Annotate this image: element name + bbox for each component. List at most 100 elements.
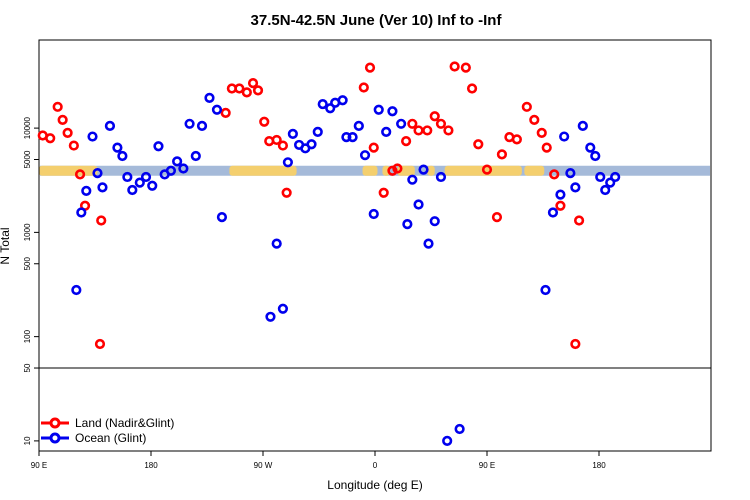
data-point <box>521 101 532 112</box>
data-point <box>57 114 68 125</box>
data-point <box>122 171 133 183</box>
data-point <box>368 208 379 220</box>
data-point <box>265 311 276 322</box>
y-tick-label: 50 <box>23 363 32 372</box>
data-point <box>442 435 453 446</box>
data-point <box>306 139 317 150</box>
data-point <box>381 126 392 137</box>
data-point <box>96 215 107 226</box>
land-strip-segment <box>229 165 297 176</box>
data-point <box>325 103 336 114</box>
data-point <box>496 149 508 160</box>
data-point <box>271 134 282 146</box>
data-point <box>76 207 87 218</box>
legend-ocean-label: Ocean (Glint) <box>75 431 146 445</box>
data-point <box>127 184 138 196</box>
data-point <box>117 150 128 162</box>
data-point <box>529 114 540 125</box>
data-point <box>605 177 616 188</box>
data-point <box>402 219 413 230</box>
data-point <box>466 83 478 94</box>
plot-frame <box>38 39 712 452</box>
y-tick-label: 500 <box>23 257 32 271</box>
data-point <box>282 157 293 168</box>
x-tick-label: 0 <box>373 461 378 470</box>
data-point <box>429 216 440 227</box>
data-point <box>234 83 245 94</box>
x-tick-label: 180 <box>592 461 606 470</box>
data-point <box>387 165 398 176</box>
data-point <box>204 92 215 103</box>
data-point <box>396 118 407 129</box>
data-point <box>373 104 384 115</box>
data-point <box>435 118 447 129</box>
data-point <box>610 171 621 183</box>
data-point <box>259 116 270 127</box>
data-point <box>443 125 454 136</box>
data-point <box>407 174 418 185</box>
data-point <box>172 156 183 167</box>
legend-land-marker <box>49 417 61 429</box>
data-point <box>423 238 434 249</box>
data-point <box>92 168 103 179</box>
data-point <box>541 142 552 153</box>
data-point <box>178 163 189 174</box>
data-point <box>511 134 522 145</box>
data-point <box>45 133 56 144</box>
data-point <box>368 142 379 153</box>
data-point <box>112 142 123 153</box>
y-tick-label: 100 <box>23 329 32 343</box>
x-tick-label: 90 E <box>479 461 495 470</box>
data-point <box>555 189 566 200</box>
x-axis-label: Longitude (deg E) <box>327 478 422 492</box>
data-point <box>570 182 581 193</box>
land-ocean-strip <box>39 165 710 176</box>
data-point <box>184 118 195 129</box>
data-points <box>37 61 621 446</box>
data-point <box>378 187 389 198</box>
data-point <box>153 141 164 152</box>
data-point <box>68 140 79 151</box>
data-point <box>565 168 576 179</box>
data-point <box>570 338 581 350</box>
data-point <box>460 62 471 73</box>
data-point <box>62 127 73 138</box>
data-point <box>247 78 259 89</box>
data-point <box>196 120 208 132</box>
data-point <box>71 284 82 296</box>
data-point <box>401 136 412 147</box>
land-strip-segment <box>427 165 435 176</box>
data-point <box>600 184 611 196</box>
data-point <box>97 182 108 193</box>
legend-ocean-marker <box>49 432 61 444</box>
data-point <box>353 120 364 132</box>
data-point <box>134 177 145 188</box>
data-point <box>549 169 560 180</box>
x-tick-label: 180 <box>144 461 158 470</box>
data-point <box>287 128 298 139</box>
data-point <box>540 284 551 296</box>
data-point <box>547 207 559 218</box>
data-point <box>422 125 433 136</box>
data-point <box>481 164 493 175</box>
data-point <box>190 150 201 162</box>
data-point <box>81 185 92 196</box>
data-point <box>94 338 106 350</box>
data-point <box>140 171 152 183</box>
land-strip-segment <box>362 165 378 176</box>
y-tick-label: 1000 <box>23 223 32 241</box>
data-point <box>165 165 177 176</box>
data-point <box>211 104 223 115</box>
legend: Land (Nadir&Glint) Ocean (Glint) <box>41 416 174 445</box>
x-axis: 90 E 180 90 W 0 90 E 180 <box>31 451 606 470</box>
data-point <box>413 199 424 210</box>
data-point <box>392 163 403 174</box>
data-point <box>364 62 376 73</box>
data-point <box>147 180 158 191</box>
data-point <box>347 131 358 143</box>
data-point <box>577 120 588 132</box>
data-point <box>555 200 566 211</box>
legend-land-label: Land (Nadir&Glint) <box>75 416 174 430</box>
land-strip-segment <box>524 165 545 176</box>
y-tick-label: 5000 <box>23 150 32 168</box>
